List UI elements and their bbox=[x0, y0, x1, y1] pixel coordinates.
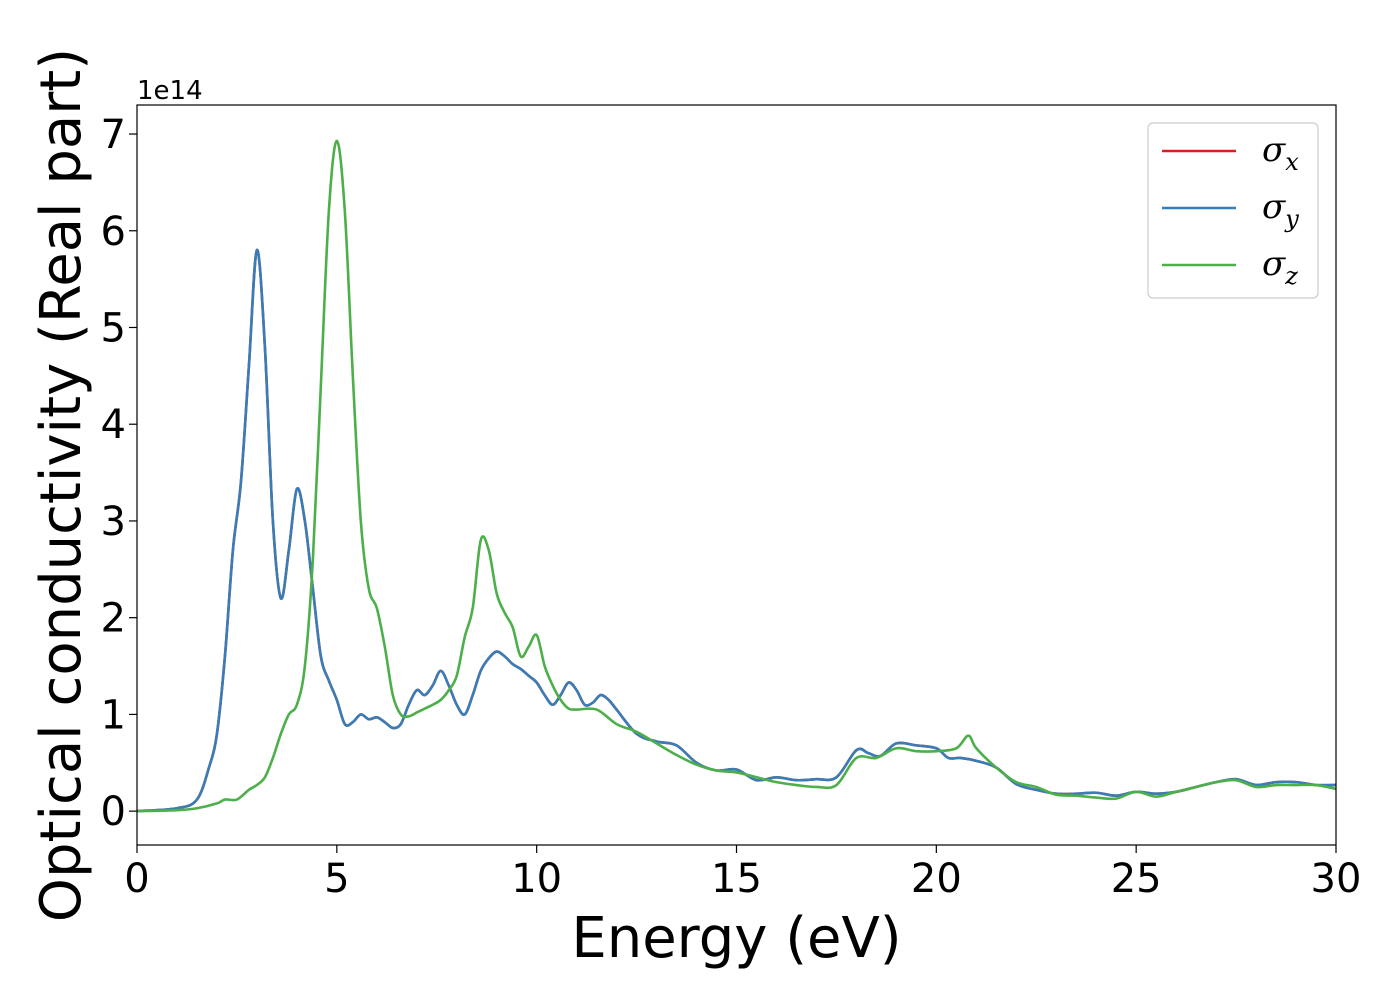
x-axis-label: Energy (eV) bbox=[571, 906, 901, 971]
series-line-z bbox=[136, 139, 1337, 813]
x-tick-label: 15 bbox=[711, 856, 762, 902]
y-tick-label: 7 bbox=[101, 112, 126, 158]
x-tick-label: 0 bbox=[124, 856, 149, 902]
y-offset-label: 1e14 bbox=[137, 76, 203, 106]
x-tick-label: 25 bbox=[1111, 856, 1162, 902]
y-tick-label: 4 bbox=[101, 402, 126, 448]
x-axis-ticks: 0 5 10 15 20 25 30 bbox=[124, 845, 1361, 902]
legend-subscript-z: z bbox=[1284, 262, 1298, 290]
x-tick-label: 5 bbox=[324, 856, 349, 902]
y-tick-label: 2 bbox=[101, 596, 126, 642]
y-tick-label: 3 bbox=[101, 499, 126, 545]
y-tick-label: 5 bbox=[101, 305, 126, 351]
series-line-y bbox=[136, 248, 1337, 813]
y-tick-label: 6 bbox=[101, 209, 126, 255]
legend-subscript-x: x bbox=[1285, 148, 1299, 176]
x-tick-label: 30 bbox=[1311, 856, 1362, 902]
legend-subscript-y: y bbox=[1284, 205, 1299, 233]
y-axis-label: Optical conductivity (Real part) bbox=[29, 48, 94, 922]
legend-box bbox=[1147, 122, 1319, 299]
y-axis-ticks: 0 1 2 3 4 5 6 7 bbox=[101, 112, 137, 835]
y-tick-label: 1 bbox=[101, 692, 126, 738]
series-layer bbox=[136, 139, 1337, 813]
x-tick-label: 10 bbox=[511, 856, 562, 902]
y-tick-label: 0 bbox=[101, 789, 126, 835]
x-tick-label: 20 bbox=[911, 856, 962, 902]
